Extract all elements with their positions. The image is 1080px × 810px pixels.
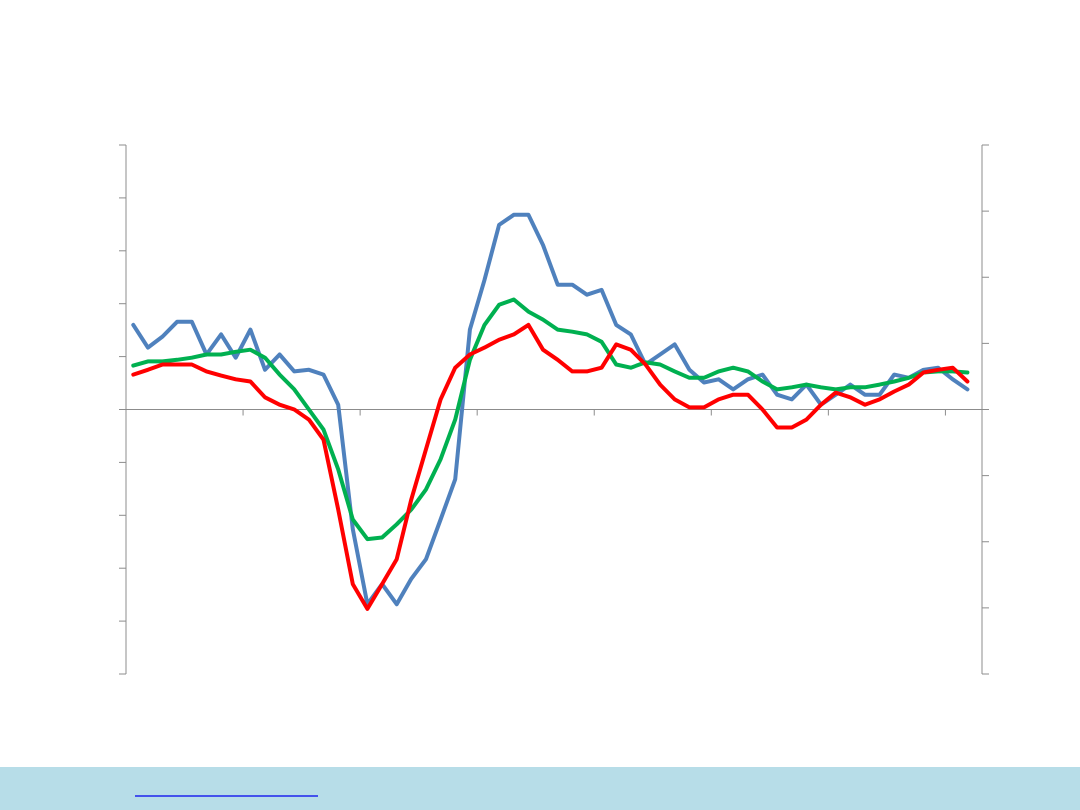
footer-band <box>0 767 1080 810</box>
series-line <box>131 322 970 611</box>
series-line <box>131 297 970 542</box>
